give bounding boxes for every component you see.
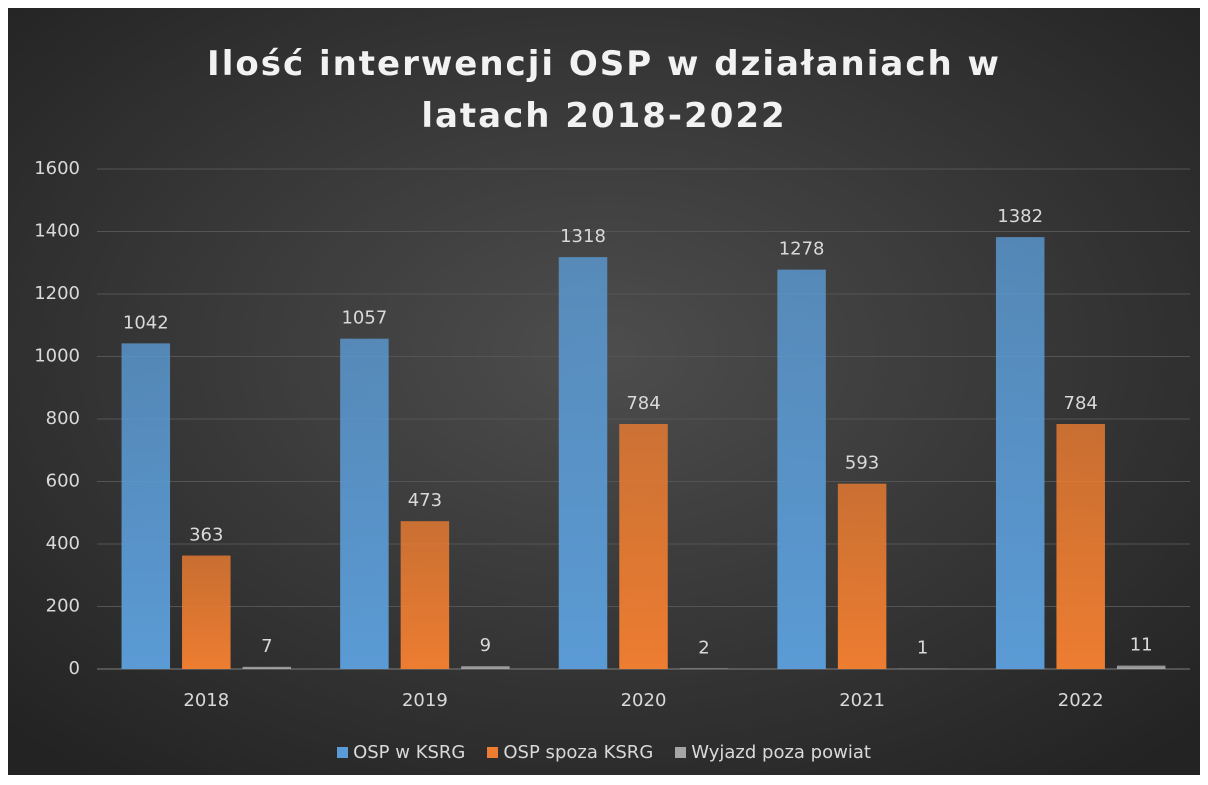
data-label: 784 [1064, 393, 1098, 414]
data-label: 1382 [997, 206, 1043, 227]
x-tick-label: 2018 [183, 690, 229, 711]
legend-label: OSP w KSRG [353, 742, 466, 763]
data-label: 1057 [341, 308, 387, 329]
legend-item: OSP w KSRG [337, 742, 465, 763]
data-label: 2 [698, 637, 709, 658]
data-label: 363 [189, 525, 223, 546]
chart-title: Ilość interwencji OSP w działaniach w la… [207, 44, 1001, 136]
x-tick-label: 2019 [402, 690, 448, 711]
data-label: 1042 [123, 312, 169, 333]
data-label: 9 [480, 635, 491, 656]
bar [558, 257, 608, 669]
y-tick-label: 0 [69, 658, 80, 679]
x-tick-label: 2022 [1058, 690, 1104, 711]
legend: OSP w KSRG OSP spoza KSRG Wyjazd poza powi… [0, 742, 1208, 763]
y-tick-label: 1600 [34, 158, 80, 179]
y-tick-label: 1400 [34, 221, 80, 242]
legend-label: OSP spoza KSRG [503, 742, 654, 763]
y-tick-label: 1000 [34, 346, 80, 367]
y-tick-label: 1200 [34, 283, 80, 304]
bar [837, 483, 887, 669]
bar [400, 521, 450, 669]
data-label: 1278 [779, 239, 825, 260]
bar [242, 666, 292, 669]
bar [461, 666, 510, 669]
legend-item: Wyjazd poza powiat [675, 742, 871, 763]
data-label: 7 [261, 636, 272, 657]
bar [1056, 424, 1105, 669]
bar [995, 237, 1045, 669]
bar [619, 424, 668, 669]
data-label: 1318 [560, 226, 606, 247]
legend-swatch [337, 747, 349, 758]
x-tick-label: 2020 [621, 690, 667, 711]
bar [1116, 665, 1166, 669]
legend-swatch [675, 747, 687, 758]
data-label: 593 [845, 453, 879, 474]
y-tick-label: 800 [46, 408, 80, 429]
data-label: 11 [1130, 635, 1153, 656]
bar [777, 269, 826, 669]
data-label: 473 [408, 490, 442, 511]
legend-item: OSP spoza KSRG [487, 742, 653, 763]
bar [340, 338, 389, 669]
legend-swatch [487, 747, 499, 758]
bar [121, 343, 171, 669]
legend-label: Wyjazd poza powiat [691, 742, 871, 763]
x-tick-label: 2021 [839, 690, 885, 711]
y-tick-label: 400 [46, 533, 80, 554]
bar [182, 555, 231, 669]
bar [679, 668, 729, 669]
data-label: 784 [626, 393, 660, 414]
data-label: 1 [917, 638, 928, 659]
y-tick-label: 600 [46, 471, 80, 492]
y-tick-label: 200 [46, 596, 80, 617]
